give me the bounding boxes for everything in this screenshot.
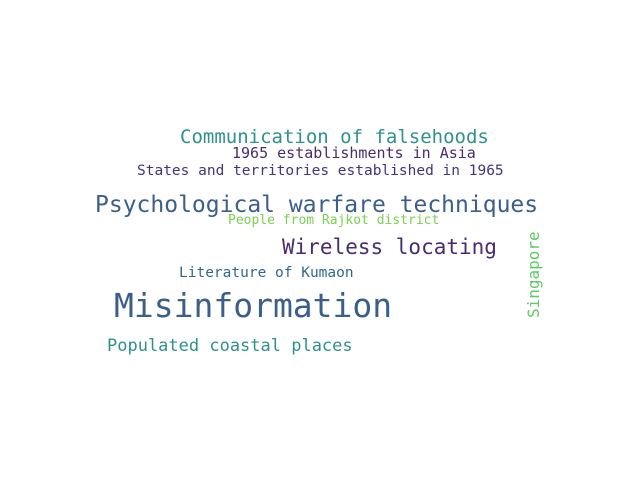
word-populated-coastal-places: Populated coastal places (107, 336, 353, 356)
word-communication-of-falsehoods: Communication of falsehoods (180, 126, 489, 148)
word-states-and-territories-1965: States and territories established in 19… (137, 163, 504, 179)
word-psychological-warfare-techniques: Psychological warfare techniques (95, 192, 539, 218)
word-1965-establishments-in-asia: 1965 establishments in Asia (232, 144, 476, 162)
word-literature-of-kumaon: Literature of Kumaon (179, 265, 354, 281)
word-wireless-locating: Wireless locating (282, 235, 497, 259)
word-people-from-rajkot-district: People from Rajkot district (228, 213, 440, 228)
word-singapore: Singapore (524, 231, 543, 318)
word-misinformation: Misinformation (114, 286, 393, 325)
